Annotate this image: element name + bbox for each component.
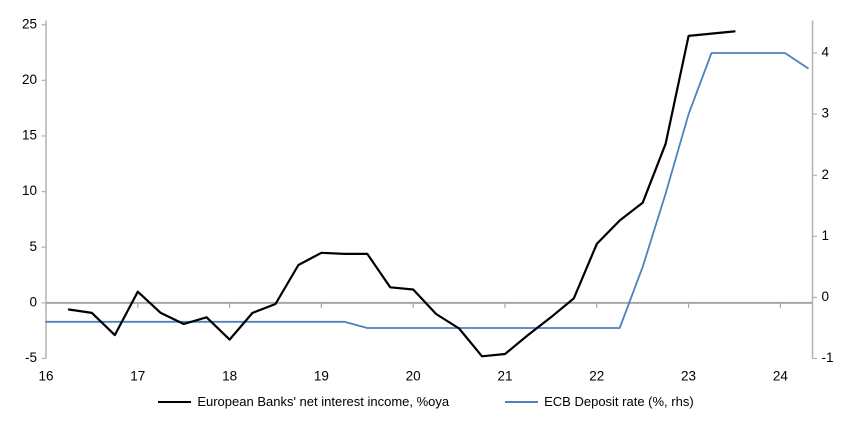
x-axis-label: 18 [222, 369, 237, 384]
x-axis-label: 16 [38, 369, 53, 384]
y-axis-left-label: 0 [29, 294, 37, 309]
y-axis-left-label: 5 [29, 239, 37, 254]
y-axis-right-label: 0 [822, 289, 830, 304]
legend-item-net-interest-income: European Banks' net interest income, %oy… [158, 394, 449, 409]
y-axis-right-label: -1 [822, 350, 834, 365]
net-interest-income-line [67, 30, 736, 358]
x-axis-label: 23 [681, 369, 696, 384]
black-line-swatch-icon [158, 400, 192, 403]
y-axis-left-label: 20 [22, 72, 37, 87]
chart-legend: European Banks' net interest income, %oy… [0, 394, 852, 409]
blue-line-swatch-icon [505, 400, 539, 403]
y-axis-left-label: 25 [22, 16, 37, 31]
legend-label-ecb-deposit-rate: ECB Deposit rate (%, rhs) [544, 394, 694, 409]
y-axis-right-label: 2 [822, 167, 830, 182]
x-axis-label: 21 [497, 369, 512, 384]
x-axis-label: 24 [773, 369, 789, 384]
legend-item-ecb-deposit-rate: ECB Deposit rate (%, rhs) [505, 394, 694, 409]
y-axis-right-label: 1 [822, 228, 830, 243]
legend-label-net-interest-income: European Banks' net interest income, %oy… [197, 394, 450, 409]
y-axis-left-label: 15 [22, 128, 37, 143]
y-axis-right-label: 3 [822, 106, 830, 121]
x-axis-label: 17 [130, 369, 145, 384]
x-axis-label: 20 [406, 369, 421, 384]
x-axis-label: 22 [589, 369, 604, 384]
x-axis-label: 19 [314, 369, 329, 384]
y-axis-right-label: 4 [822, 45, 830, 60]
y-axis-left-label: 10 [22, 183, 37, 198]
y-axis-left-label: -5 [25, 350, 37, 365]
ecb-deposit-rate-line [45, 52, 809, 329]
